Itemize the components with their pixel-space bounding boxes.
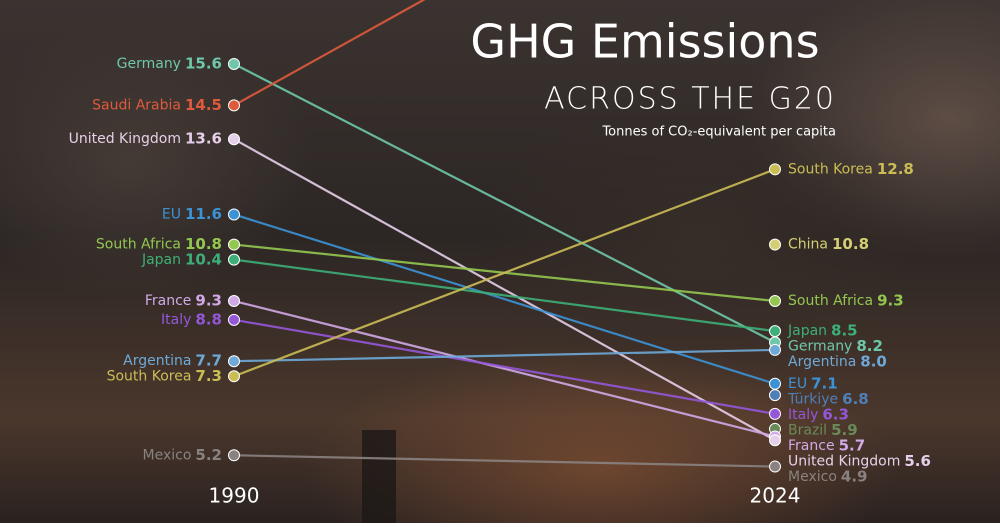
chimney <box>362 430 396 523</box>
series-name: Germany <box>788 339 852 355</box>
dots <box>228 57 781 473</box>
point <box>228 355 240 368</box>
point <box>769 377 781 390</box>
series-name: Argentina <box>123 353 191 369</box>
chart-subtitle: ACROSS THE G20 <box>544 82 836 117</box>
value-label: 5.9 <box>831 421 858 439</box>
value-label: 8.2 <box>856 337 883 355</box>
value-label: 9.3 <box>877 292 904 310</box>
series-name: Saudi Arabia <box>92 97 181 113</box>
value-label: 12.8 <box>877 160 914 178</box>
value-label: 10.4 <box>185 251 222 269</box>
point <box>769 325 781 338</box>
point <box>228 208 240 221</box>
point <box>769 434 781 447</box>
series-name: Germany <box>117 56 181 72</box>
slope-line <box>233 213 776 385</box>
series-name: United Kingdom <box>788 453 900 469</box>
point <box>228 370 240 383</box>
value-label: 6.8 <box>842 390 869 408</box>
x-label: 2024 <box>750 484 801 508</box>
series-name: South Korea <box>788 161 873 177</box>
series-name: Mexico <box>788 469 837 485</box>
point <box>769 343 781 356</box>
series-name: China <box>788 237 828 253</box>
value-label: 5.6 <box>904 452 931 470</box>
value-label: 7.7 <box>195 352 222 370</box>
slope-line <box>233 299 776 438</box>
point <box>228 57 240 70</box>
series-name: United Kingdom <box>69 131 181 147</box>
point <box>228 99 240 112</box>
point <box>769 407 781 420</box>
value-label: 13.6 <box>185 130 222 148</box>
point <box>769 163 781 176</box>
value-label: 8.8 <box>195 310 222 328</box>
chart-title: GHG Emissions <box>470 15 819 69</box>
series-name: South Korea <box>107 369 192 385</box>
point <box>228 295 240 308</box>
series-name: Japan <box>141 252 181 268</box>
series-name: France <box>145 293 192 309</box>
point <box>769 389 781 402</box>
series-name: Italy <box>788 407 818 423</box>
slope-line <box>233 348 776 363</box>
series-name: South Africa <box>788 293 873 309</box>
unit-note: Tonnes of CO₂-equivalent per capita <box>601 125 836 140</box>
point <box>228 238 240 251</box>
slope-line <box>233 318 776 415</box>
point <box>769 295 781 308</box>
value-label: 11.6 <box>185 205 222 223</box>
value-label: 15.6 <box>185 54 222 72</box>
slope-line <box>233 138 776 442</box>
value-label: 5.2 <box>195 446 222 464</box>
point <box>228 133 240 146</box>
series-name: EU <box>788 376 807 392</box>
series-name: EU <box>162 206 181 222</box>
series-name: Japan <box>787 323 827 339</box>
lines <box>233 0 776 468</box>
series-name: Italy <box>161 312 191 328</box>
slope-line <box>233 62 776 344</box>
value-label: 9.3 <box>195 292 222 310</box>
slope-line <box>233 454 776 468</box>
slope-line <box>233 0 426 107</box>
series-name: South Africa <box>96 237 181 253</box>
slope-line <box>233 168 776 378</box>
series-name: France <box>788 438 835 454</box>
point <box>228 449 240 462</box>
value-label: 7.1 <box>811 374 838 392</box>
x-label: 1990 <box>209 484 260 508</box>
value-label: 8.0 <box>860 353 887 371</box>
slope-line <box>233 258 776 333</box>
series-name: Mexico <box>143 447 192 463</box>
value-label: 6.3 <box>822 405 849 423</box>
series-name: Argentina <box>788 354 856 370</box>
value-label: 10.8 <box>832 235 869 253</box>
value-label: 7.3 <box>195 367 222 385</box>
value-label: 5.7 <box>839 436 866 454</box>
value-label: 10.8 <box>185 235 222 253</box>
value-label: 8.5 <box>831 322 858 340</box>
series-name: Brazil <box>788 422 827 438</box>
point <box>769 460 781 473</box>
value-label: 14.5 <box>185 96 222 114</box>
value-label: 4.9 <box>841 467 868 485</box>
series-name: Türkiye <box>787 391 838 407</box>
point <box>769 238 781 251</box>
point <box>228 253 240 266</box>
point <box>228 313 240 326</box>
